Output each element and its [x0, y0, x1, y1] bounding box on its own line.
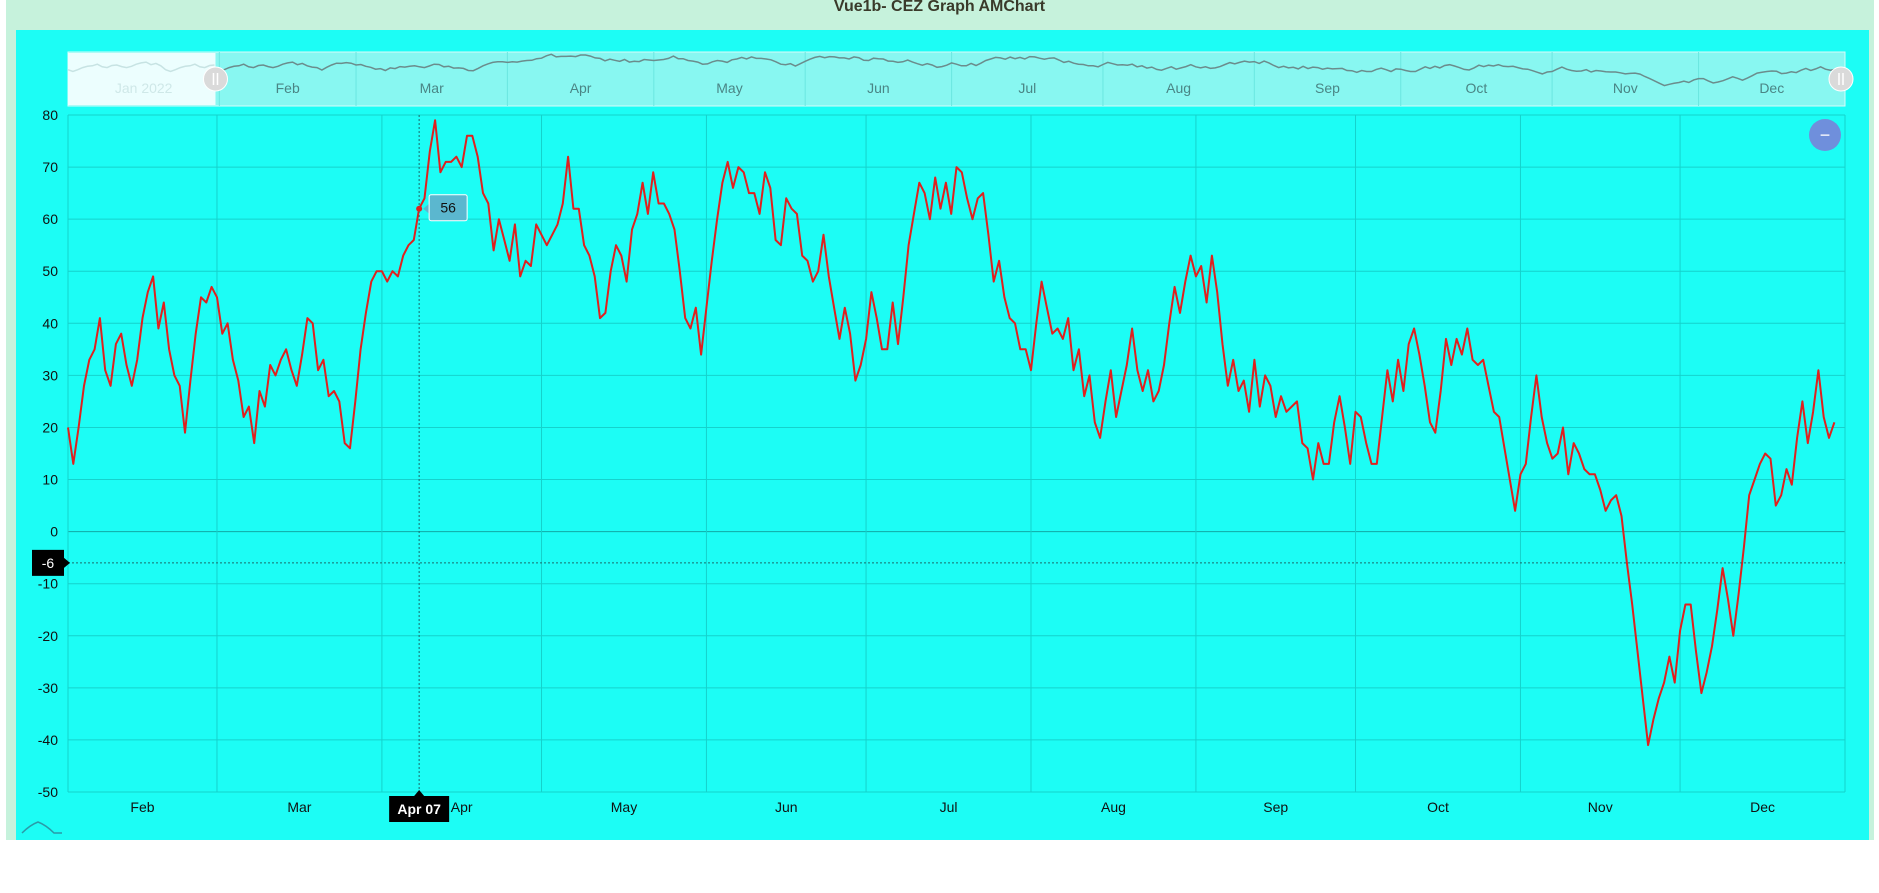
tooltip-pointer: [423, 203, 430, 214]
y-tick-label: -20: [38, 628, 58, 644]
series-line: [67, 119, 1836, 747]
series-group: [67, 119, 1836, 747]
grid: [67, 114, 1846, 793]
scrollbar-label: Oct: [1466, 80, 1488, 96]
zoom-button-bg: [1809, 119, 1841, 151]
y-tick-label: 30: [42, 367, 58, 383]
cursor-y-label-bg: [32, 549, 64, 576]
scrollbar-label: Apr: [570, 80, 592, 96]
cursor-x-label-bg: [389, 796, 450, 822]
x-tick-label: Mar: [287, 799, 311, 815]
y-tick-label: 20: [42, 419, 58, 435]
cursor-x-label: Apr 07: [397, 801, 441, 817]
x-tick-label: Jul: [940, 799, 958, 815]
x-tick-label: Dec: [1750, 799, 1775, 815]
y-tick-label: 80: [42, 107, 58, 123]
scrollbar-start-grip[interactable]: [202, 66, 228, 92]
y-tick-label: 50: [42, 263, 58, 279]
y-tick-label: -10: [38, 576, 58, 592]
scrollbar-label: Dec: [1759, 80, 1784, 96]
y-tick-label: -50: [38, 784, 58, 800]
scrollbar-label: Feb: [276, 80, 300, 96]
x-tick-label: Aug: [1101, 799, 1126, 815]
x-tick-label: Sep: [1263, 799, 1288, 815]
scrollbar-label: Nov: [1613, 80, 1638, 96]
scrollbar[interactable]: Jan 2022 Feb Mar Apr May Jun Jul Aug Sep Oct Nov De…: [67, 51, 1854, 107]
x-tick-label: May: [611, 799, 637, 815]
x-tick-label: Feb: [130, 799, 154, 815]
x-tick-label: Oct: [1427, 799, 1449, 815]
x-tick-label: Apr: [451, 799, 473, 815]
scrollbar-label: Jan 2022: [115, 80, 173, 96]
chart-logo-icon: [21, 821, 62, 834]
y-tick-label: -40: [38, 732, 58, 748]
y-tick-label: -30: [38, 680, 58, 696]
cursor-y-label: -6: [42, 555, 55, 571]
scrollbar-series-unselected: [67, 61, 215, 73]
chart-panel: [16, 30, 1869, 840]
y-tick-label: 0: [50, 524, 58, 540]
cursor-point: [416, 205, 423, 212]
scrollbar-label: Jul: [1018, 80, 1036, 96]
grip-circle: [1828, 66, 1854, 92]
scrollbar-end-grip[interactable]: [1828, 66, 1854, 92]
y-tick-label: 60: [42, 211, 58, 227]
x-tick-label: Nov: [1588, 799, 1613, 815]
cursor-x-label-pointer: [414, 790, 425, 796]
minus-icon: −: [1820, 125, 1831, 145]
scrollbar-series: [214, 53, 1836, 87]
x-axis: Feb Mar Apr May Jun Jul Aug Sep Oct Nov Dec: [130, 799, 1775, 815]
y-tick-label: 70: [42, 159, 58, 175]
x-tick-label: Jun: [775, 799, 798, 815]
scrollbar-unselected: [68, 53, 216, 105]
scrollbar-label: Aug: [1166, 80, 1191, 96]
scrollbar-label: May: [716, 80, 742, 96]
cursor-y-label-pointer: [64, 557, 70, 568]
y-axis: -50 -40 -30 -20 -10 0 10 20 30 40 50 60 70 80: [38, 107, 58, 800]
scrollbar-label: Sep: [1315, 80, 1340, 96]
tooltip-bg: [428, 194, 468, 222]
scrollbar-label: Jun: [867, 80, 890, 96]
cursor: Apr 07 -6 56: [32, 115, 1845, 822]
y-tick-label: 40: [42, 315, 58, 331]
zoom-out-button[interactable]: −: [1809, 119, 1841, 151]
y-tick-label: 10: [42, 472, 58, 488]
grip-circle: [202, 66, 228, 92]
page-title: Vue1b- CEZ Graph AMChart: [833, 0, 1046, 15]
logo-path: [21, 821, 62, 834]
scrollbar-label: Mar: [420, 80, 444, 96]
scrollbar-track: [67, 51, 1846, 107]
tooltip-value: 56: [440, 200, 456, 216]
